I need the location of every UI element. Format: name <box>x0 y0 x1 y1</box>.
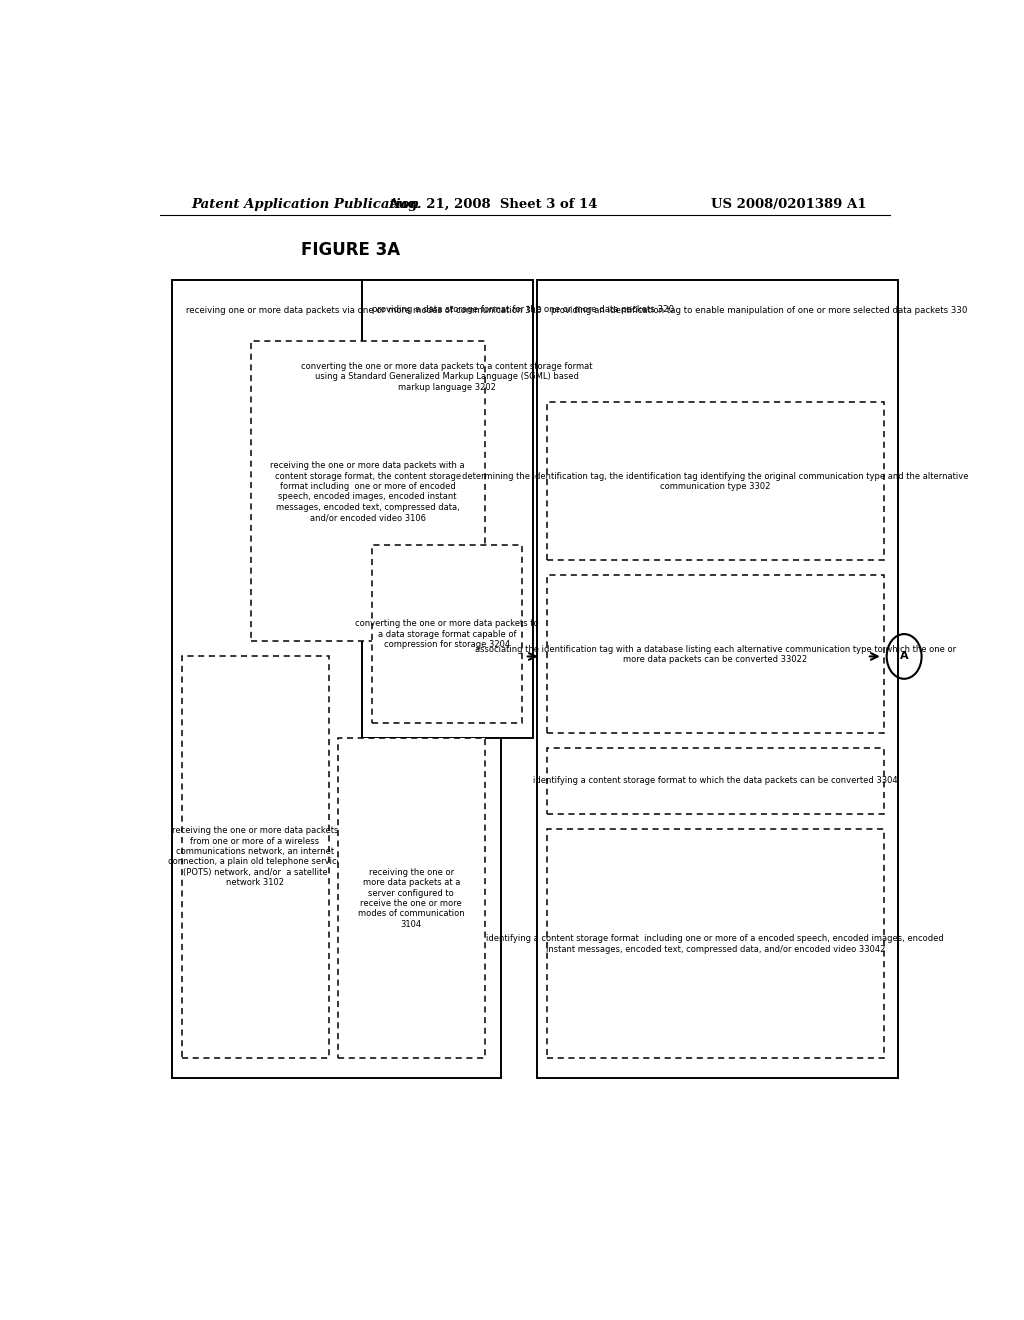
Text: receiving the one or more data packets with a
content storage format, the conten: receiving the one or more data packets w… <box>270 461 465 523</box>
Text: US 2008/0201389 A1: US 2008/0201389 A1 <box>711 198 866 211</box>
Bar <box>547 403 885 560</box>
Text: Aug. 21, 2008  Sheet 3 of 14: Aug. 21, 2008 Sheet 3 of 14 <box>388 198 598 211</box>
Text: determining the identification tag, the identification tag identifying the origi: determining the identification tag, the … <box>462 473 969 491</box>
Bar <box>362 280 532 738</box>
Text: FIGURE 3A: FIGURE 3A <box>301 240 399 259</box>
Bar <box>373 545 521 722</box>
Bar <box>251 342 485 642</box>
Text: receiving one or more data packets via one or more modes of communication 310: receiving one or more data packets via o… <box>186 306 542 314</box>
Bar <box>182 656 329 1057</box>
Text: identifying a content storage format  including one or more of a encoded speech,: identifying a content storage format inc… <box>486 935 944 954</box>
Bar <box>172 280 501 1078</box>
Bar <box>547 748 885 814</box>
Text: Patent Application Publication: Patent Application Publication <box>191 198 420 211</box>
Text: A: A <box>900 652 908 661</box>
Text: associating the identification tag with a database listing each alternative comm: associating the identification tag with … <box>475 644 955 664</box>
Bar <box>338 738 485 1057</box>
Text: converting the one or more data packets to a content storage format
using a Stan: converting the one or more data packets … <box>301 362 593 392</box>
Text: receiving the one or
more data packets at a
server configured to
receive the one: receiving the one or more data packets a… <box>358 867 465 929</box>
Bar <box>547 576 885 733</box>
Text: converting the one or more data packets to
a data storage format capable of
comp: converting the one or more data packets … <box>355 619 539 649</box>
Text: identifying a content storage format to which the data packets can be converted : identifying a content storage format to … <box>532 776 898 785</box>
Bar <box>547 829 885 1057</box>
Bar <box>537 280 898 1078</box>
Text: providing an identification tag to enable manipulation of one or more selected d: providing an identification tag to enabl… <box>551 306 968 314</box>
Text: providing a data storage format for the one or more data packets 320: providing a data storage format for the … <box>373 305 675 314</box>
Text: receiving the one or more data packets
from one or more of a wireless
communicat: receiving the one or more data packets f… <box>168 826 342 887</box>
